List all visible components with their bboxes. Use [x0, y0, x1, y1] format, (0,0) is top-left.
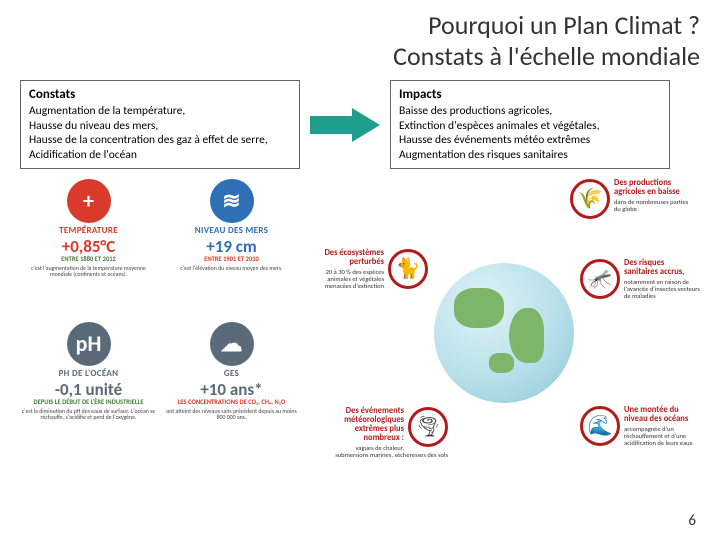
boxes-row: Constats Augmentation de la température,…: [20, 80, 700, 169]
impacts-title: Impacts: [399, 87, 661, 102]
title-line-2: Constats à l'échelle mondiale: [393, 40, 700, 72]
callout-icon: 🦟: [580, 259, 620, 299]
stat-description: c'est l'élévation du niveau moyen des me…: [163, 265, 300, 271]
constats-line: Acidification de l'océan: [29, 148, 291, 162]
stat-description: c'est la diminution du pH des eaux de su…: [20, 408, 157, 421]
constats-line: Hausse de la concentration des gaz à eff…: [29, 133, 291, 147]
stat-value: -0,1 unité: [20, 381, 157, 398]
impacts-line: Extinction d'espèces animales et végétal…: [399, 119, 661, 133]
callout-bottom-right: 🌊Une montée du niveau des océansaccompag…: [580, 406, 700, 449]
arrow-icon: [310, 108, 380, 142]
stat-label: GES: [163, 368, 300, 379]
globe-panel: 🌾Des productions agricoles en baissedans…: [308, 179, 700, 459]
globe-icon: [434, 263, 574, 403]
info-cell-temp: + TEMPÉRATURE +0,85°CENTRE 1880 ET 2012 c'e…: [20, 179, 157, 316]
impacts-line: Baisse des productions agricoles,: [399, 104, 661, 118]
info-cell-mer: ≋ NIVEAU DES MERS +19 cmENTRE 1901 ET 2010…: [163, 179, 300, 316]
page-number: 6: [688, 512, 696, 530]
callout-icon: 🌊: [580, 406, 620, 446]
stat-value: +0,85°C: [20, 238, 157, 255]
impacts-line: Hausse des événements météo extrêmes: [399, 133, 661, 147]
stat-value: +10 ans*: [163, 381, 300, 398]
stat-value: +19 cm: [163, 238, 300, 255]
stat-subtitle: ENTRE 1901 ET 2010: [163, 256, 300, 263]
stat-subtitle: LES CONCENTRATIONS DE CO₂, CH₄, N₂O: [163, 399, 300, 406]
stat-description: ont atteint des niveaux sans précédent d…: [163, 408, 300, 421]
stat-subtitle: DEPUIS LE DÉBUT DE L'ÈRE INDUSTRIELLE: [20, 399, 157, 406]
callout-icon: 🌾: [570, 179, 610, 219]
callout-right-mid: 🦟Des risques sanitaires accrus,notamment…: [580, 259, 700, 302]
slide-title: Pourquoi un Plan Climat ? Constats à l'é…: [20, 10, 700, 72]
impacts-box: Impacts Baisse des productions agricoles…: [390, 80, 670, 169]
title-line-1: Pourquoi un Plan Climat ?: [428, 9, 700, 41]
stat-subtitle: ENTRE 1880 ET 2012: [20, 256, 157, 263]
stat-icon: ☁: [210, 322, 254, 366]
callout-icon: 🌪: [408, 407, 448, 447]
stat-icon: pH: [67, 322, 111, 366]
callout-top-right: 🌾Des productions agricoles en baissedans…: [570, 179, 690, 222]
callout-bottom-left: 🌪Des événements météorologiques extrêmes…: [328, 407, 448, 459]
constats-title: Constats: [29, 87, 291, 102]
stat-icon: ≋: [210, 179, 254, 223]
constats-line: Hausse du niveau des mers,: [29, 119, 291, 133]
lower-row: + TEMPÉRATURE +0,85°CENTRE 1880 ET 2012 c'e…: [20, 179, 700, 459]
stat-label: NIVEAU DES MERS: [163, 225, 300, 236]
callout-icon: 🐈: [388, 249, 428, 289]
constats-box: Constats Augmentation de la température,…: [20, 80, 300, 169]
stat-description: c'est l'augmentation de la température m…: [20, 265, 157, 278]
infographic-grid: + TEMPÉRATURE +0,85°CENTRE 1880 ET 2012 c'e…: [20, 179, 300, 459]
constats-line: Augmentation de la température,: [29, 104, 291, 118]
info-cell-ges: ☁ GES +10 ans*LES CONCENTRATIONS DE CO₂, C…: [163, 322, 300, 459]
info-cell-ph: pH PH DE L'OCÉAN -0,1 unitéDEPUIS LE DÉBUT…: [20, 322, 157, 459]
stat-label: PH DE L'OCÉAN: [20, 368, 157, 379]
stat-label: TEMPÉRATURE: [20, 225, 157, 236]
callout-left-mid: 🐈Des écosystèmes perturbés20 à 30 % des …: [308, 249, 428, 292]
stat-icon: +: [67, 179, 111, 223]
impacts-line: Augmentation des risques sanitaires: [399, 148, 661, 162]
